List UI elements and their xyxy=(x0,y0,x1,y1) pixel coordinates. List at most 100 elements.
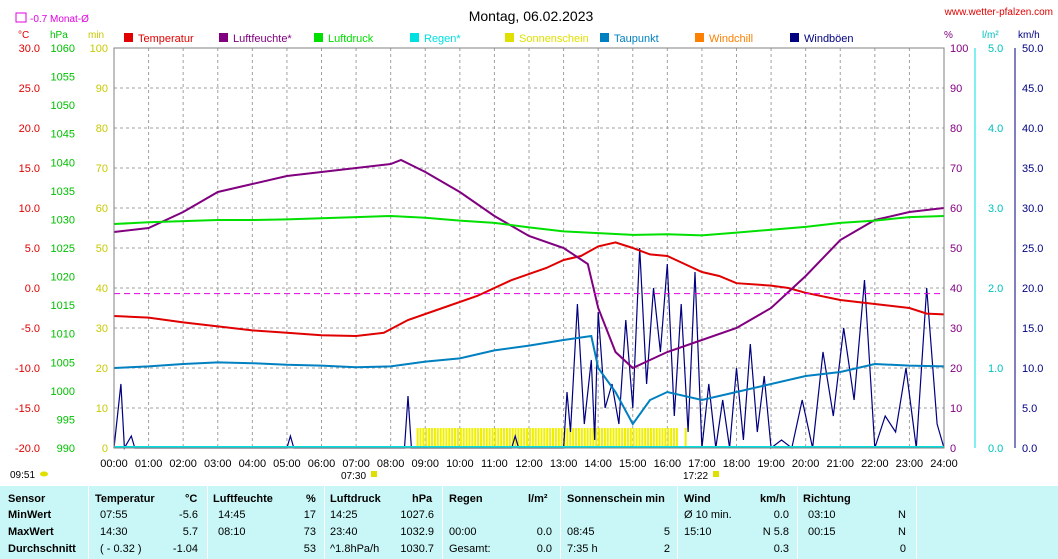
sunshine-bar xyxy=(629,428,632,448)
tick-label-sunshine: 70 xyxy=(96,163,108,175)
cell-rain-val: 0.0 xyxy=(536,526,552,538)
cell-temp-time: 07:55 xyxy=(100,509,128,521)
hdr-hum-unit: % xyxy=(306,493,316,505)
sunshine-bar xyxy=(609,428,612,448)
tick-label-temp: 20.0 xyxy=(19,123,40,135)
sunset-marker xyxy=(713,471,719,477)
sunshine-bar xyxy=(485,428,488,448)
sunrise-marker xyxy=(371,471,377,477)
tick-label-sunshine: 100 xyxy=(90,43,108,55)
tick-label-rain: 4.0 xyxy=(988,123,1003,135)
sunshine-bar xyxy=(638,428,641,448)
tick-label-x: 08:00 xyxy=(377,458,405,470)
sunshine-bar xyxy=(560,428,563,448)
tick-label-wind: 15.0 xyxy=(1022,323,1043,335)
sunshine-bar xyxy=(546,428,549,448)
sunshine-bar xyxy=(479,428,482,448)
tick-label-wind: 50.0 xyxy=(1022,43,1043,55)
tick-label-pressure: 1040 xyxy=(51,157,75,169)
series-line-temperatur xyxy=(113,241,945,338)
sunshine-bar xyxy=(592,428,595,448)
sunshine-bar xyxy=(598,428,601,448)
tick-label-wind: 5.0 xyxy=(1022,403,1037,415)
sunshine-bar xyxy=(600,428,603,448)
hdr-rain-unit: l/m² xyxy=(528,493,548,505)
legend-swatch xyxy=(695,33,704,42)
cell-press-time: ^1.8hPa/h xyxy=(330,543,380,555)
tick-label-humidity: 90 xyxy=(950,83,962,95)
cell-dir-val: N xyxy=(898,509,906,521)
tick-label-x: 05:00 xyxy=(273,458,301,470)
sunshine-bar xyxy=(520,428,523,448)
cell-wind-val: 0.3 xyxy=(773,543,789,555)
tick-label-rain: 3.0 xyxy=(988,203,1003,215)
cell-rain-time: Gesamt: xyxy=(449,543,491,555)
tick-label-pressure: 1000 xyxy=(51,386,75,398)
tick-label-temp: 15.0 xyxy=(19,163,40,175)
sunshine-bar xyxy=(557,428,560,448)
tick-label-x: 21:00 xyxy=(826,458,854,470)
stats-table: Sensor Temperatur °C Luftfeuchte % Luftd… xyxy=(0,486,1058,559)
tick-label-pressure: 1020 xyxy=(51,272,75,284)
cell-press-val: 1032.9 xyxy=(400,526,434,538)
sunshine-bar xyxy=(612,428,615,448)
tick-label-x: 20:00 xyxy=(792,458,820,470)
sunshine-bar xyxy=(459,428,462,448)
sunshine-bar xyxy=(465,428,468,448)
tick-label-wind: 10.0 xyxy=(1022,363,1043,375)
sunshine-bar xyxy=(575,428,578,448)
sunshine-bar xyxy=(500,428,503,448)
sunshine-bar xyxy=(652,428,655,448)
hdr-press-unit: hPa xyxy=(412,493,433,505)
sunshine-bar xyxy=(569,428,572,448)
cell-wind-time: 15:10 xyxy=(684,526,712,538)
sunshine-bar xyxy=(583,428,586,448)
cell-temp-time: ( - 0.32 ) xyxy=(100,543,142,555)
tick-label-humidity: 20 xyxy=(950,363,962,375)
cell-dir-time: 00:15 xyxy=(808,526,836,538)
sunshine-bar xyxy=(543,428,546,448)
sunshine-bar xyxy=(615,428,618,448)
sunshine-bar xyxy=(503,428,506,448)
tick-label-x: 01:00 xyxy=(135,458,163,470)
tick-label-wind: 30.0 xyxy=(1022,203,1043,215)
tick-label-wind: 45.0 xyxy=(1022,83,1043,95)
plot-frame xyxy=(113,47,945,449)
sunshine-bar xyxy=(439,428,442,448)
cell-sun-time: 7:35 h xyxy=(567,543,598,555)
unit-rain: l/m² xyxy=(982,30,999,41)
cell-sun-val: 5 xyxy=(663,526,670,538)
unit-temp: °C xyxy=(18,30,29,41)
cell-temp-val: -1.04 xyxy=(172,543,198,555)
tick-label-pressure: 1035 xyxy=(51,186,75,198)
sunshine-bar xyxy=(647,428,650,448)
tick-label-humidity: 40 xyxy=(950,283,962,295)
sunshine-bar xyxy=(655,428,658,448)
sunshine-bar xyxy=(554,428,557,448)
sunshine-bar xyxy=(540,428,543,448)
sunshine-bar xyxy=(621,428,624,448)
cell-sun-time: 08:45 xyxy=(567,526,595,538)
tick-label-sunshine: 40 xyxy=(96,283,108,295)
tick-label-rain: 0.0 xyxy=(988,443,1003,455)
sunshine-bar xyxy=(508,428,511,448)
sunshine-bar xyxy=(456,428,459,448)
sunshine-bar xyxy=(649,428,652,448)
sunshine-bar xyxy=(474,428,477,448)
cell-label: MinWert xyxy=(8,509,52,521)
sunshine-bar xyxy=(448,428,451,448)
cell-dir-val: 0 xyxy=(899,543,906,555)
tick-label-x: 14:00 xyxy=(584,458,612,470)
legend-swatch xyxy=(600,33,609,42)
site-link[interactable]: www.wetter-pfalzen.com xyxy=(944,7,1053,18)
sunshine-bar xyxy=(667,428,670,448)
unit-humidity: % xyxy=(944,30,953,41)
tick-label-x: 09:00 xyxy=(411,458,439,470)
cell-hum-val: 53 xyxy=(303,543,316,555)
tick-label-temp: -15.0 xyxy=(15,403,40,415)
sunshine-bar xyxy=(416,428,419,448)
legend: Temperatur Luftfeuchte* Luftdruck Regen* Son… xyxy=(124,33,854,45)
sunshine-bar xyxy=(431,428,434,448)
tick-label-temp: 5.0 xyxy=(25,243,40,255)
cell-dir-val: N xyxy=(898,526,906,538)
